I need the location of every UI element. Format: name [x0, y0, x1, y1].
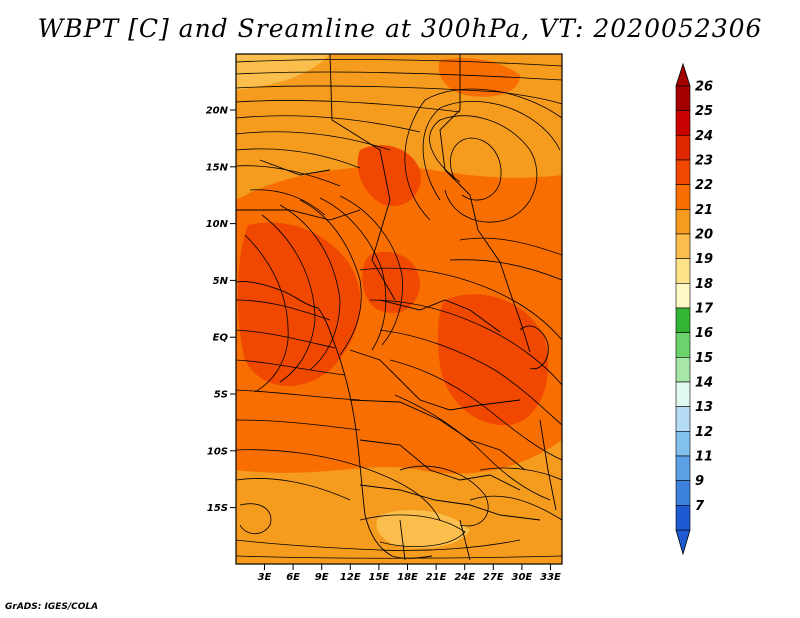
colorbar-label: 15 — [695, 351, 713, 366]
colorbar-label: 14 — [695, 376, 713, 391]
colorbar-swatch — [675, 258, 691, 284]
lat-label: 15S — [207, 503, 228, 514]
colorbar-label: 18 — [695, 277, 713, 292]
colorbar-label: 22 — [695, 178, 713, 193]
lon-label: 27E — [483, 572, 504, 583]
lat-label: 5N — [213, 276, 229, 287]
colorbar-swatch — [675, 184, 691, 210]
map-title: WBPT [C] and Sreamline at 300hPa, VT: 20… — [37, 14, 763, 43]
lat-label: 10S — [207, 446, 228, 457]
colorbar-label: 20 — [695, 228, 713, 243]
colorbar-swatch — [675, 332, 691, 358]
colorbar-top-arrow — [675, 62, 691, 87]
colorbar-swatch — [675, 283, 691, 309]
colorbar-label: 7 — [695, 499, 705, 514]
colorbar-label: 23 — [695, 154, 713, 169]
grads-credit: GrADS: IGES/COLA — [5, 602, 99, 612]
colorbar-swatch — [675, 135, 691, 161]
colorbar-label: 25 — [695, 104, 713, 119]
lat-label: 15N — [206, 162, 229, 173]
colorbar-swatch — [675, 381, 691, 407]
lon-label: 24E — [454, 572, 475, 583]
lat-label: 10N — [206, 219, 229, 230]
colorbar: 26 25 24 23 22 21 20 19 18 17 16 15 14 13 12 11 9 7 — [675, 62, 714, 556]
longitude-axis: 3E 6E 9E 12E 15E 18E 21E 24E 27E 30E 33E — [258, 564, 561, 583]
lon-label: 21E — [426, 572, 447, 583]
lat-label: 20N — [206, 106, 229, 117]
colorbar-label: 19 — [695, 252, 713, 267]
colorbar-label: 13 — [695, 400, 713, 415]
lon-label: 9E — [315, 572, 329, 583]
colorbar-swatch — [675, 209, 691, 235]
colorbar-swatch — [675, 110, 691, 136]
colorbar-swatch — [675, 159, 691, 185]
lon-label: 30E — [512, 572, 533, 583]
lon-label: 15E — [369, 572, 390, 583]
colorbar-label: 9 — [695, 474, 704, 489]
colorbar-label: 26 — [695, 80, 713, 95]
lon-label: 18E — [397, 572, 418, 583]
colorbar-swatch — [675, 480, 691, 506]
temperature-field — [236, 54, 562, 564]
country-boundaries — [236, 54, 557, 561]
colorbar-swatch — [675, 431, 691, 457]
colorbar-label: 16 — [695, 326, 713, 341]
lon-label: 3E — [258, 572, 272, 583]
colorbar-label: 12 — [695, 425, 713, 440]
colorbar-swatch — [675, 85, 691, 111]
lon-label: 12E — [340, 572, 361, 583]
lon-label: 33E — [540, 572, 561, 583]
colorbar-swatch — [675, 233, 691, 259]
colorbar-swatch — [675, 406, 691, 432]
colorbar-bottom-arrow — [675, 529, 691, 556]
colorbar-swatch — [675, 357, 691, 383]
colorbar-swatch — [675, 455, 691, 481]
colorbar-swatch — [675, 307, 691, 333]
map-frame — [235, 53, 563, 565]
colorbar-swatch — [675, 505, 691, 531]
colorbar-label: 11 — [695, 450, 713, 465]
colorbar-label: 21 — [695, 203, 713, 218]
lat-label: EQ — [213, 333, 229, 344]
lat-label: 5S — [214, 390, 228, 401]
latitude-axis: 20N 15N 10N 5N EQ 5S 10S 15S — [206, 106, 236, 514]
lon-label: 6E — [286, 572, 300, 583]
colorbar-label: 24 — [695, 129, 713, 144]
colorbar-label: 17 — [695, 302, 714, 317]
streamlines — [236, 58, 562, 559]
